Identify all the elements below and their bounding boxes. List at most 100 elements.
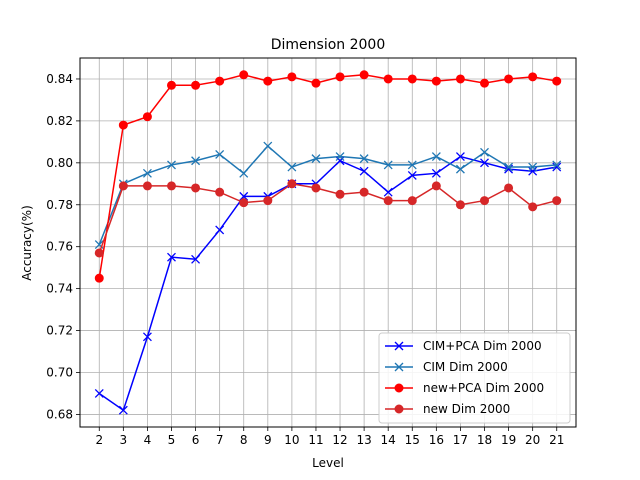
x-tick-label: 20 (525, 433, 540, 447)
x-tick-label: 6 (192, 433, 200, 447)
x-marker (407, 170, 417, 180)
x-marker (528, 166, 538, 176)
y-tick-label: 0.68 (46, 407, 73, 421)
series-3 (94, 70, 562, 283)
x-marker (394, 362, 404, 372)
y-tick-label: 0.80 (46, 156, 73, 170)
legend-entry: new Dim 2000 (385, 402, 510, 416)
x-tick-label: 13 (356, 433, 371, 447)
series-group (94, 70, 562, 415)
circle-marker (552, 76, 562, 86)
circle-marker (455, 200, 465, 210)
legend-entry: CIM Dim 2000 (385, 360, 508, 374)
x-marker (455, 164, 465, 174)
x-marker (383, 160, 393, 170)
x-marker (335, 156, 345, 166)
circle-marker (166, 181, 176, 191)
x-tick-label: 10 (284, 433, 299, 447)
series-2 (94, 141, 562, 250)
circle-marker (118, 181, 128, 191)
circle-marker (480, 78, 490, 88)
x-marker (552, 160, 562, 170)
chart-title: Dimension 2000 (271, 37, 386, 53)
y-tick-label: 0.78 (46, 198, 73, 212)
circle-marker (528, 72, 538, 82)
circle-marker (394, 383, 404, 393)
series-line (98, 155, 557, 412)
circle-marker (311, 183, 321, 193)
x-tick-label: 19 (501, 433, 516, 447)
x-marker (359, 154, 369, 164)
x-marker (359, 166, 369, 176)
legend-box (378, 332, 571, 424)
circle-marker (142, 112, 152, 122)
x-tick-label: 2 (95, 433, 103, 447)
x-marker (528, 162, 538, 172)
x-axis-ticks: 2 3 4 5 6 7 8 9 10 11 12 13 14 15 16 17 18 19 20 21 (95, 427, 564, 447)
x-marker (455, 152, 465, 161)
circle-marker (239, 198, 249, 208)
y-axis-ticks: 0.68 0.70 0.72 0.74 0.76 0.78 0.80 0.82 0.84 (46, 72, 80, 421)
y-tick-label: 0.82 (46, 114, 73, 128)
circle-marker (359, 70, 369, 80)
x-marker (239, 168, 249, 178)
x-marker (287, 162, 297, 172)
x-tick-label: 8 (240, 433, 248, 447)
circle-marker (239, 70, 249, 80)
x-tick-label: 9 (264, 433, 272, 447)
x-tick-label: 17 (453, 433, 468, 447)
series-line (98, 145, 557, 245)
x-marker (94, 388, 104, 398)
legend: CIM+PCA Dim 2000 CIM Dim 2000 new+PCA Dim … (378, 332, 571, 424)
x-marker (215, 149, 225, 159)
circle-marker (504, 74, 514, 84)
x-marker (383, 187, 393, 197)
legend-entry: CIM+PCA Dim 2000 (385, 339, 542, 353)
x-marker (167, 252, 176, 262)
circle-marker (94, 273, 104, 283)
circle-marker (287, 179, 297, 189)
circle-marker (383, 74, 393, 84)
circle-marker (287, 72, 297, 82)
circle-marker (215, 76, 225, 86)
circle-marker (504, 183, 514, 193)
x-tick-label: 11 (308, 433, 323, 447)
circle-marker (191, 183, 201, 193)
series-4 (94, 179, 562, 258)
circle-marker (480, 196, 490, 206)
circle-marker (335, 189, 345, 199)
circle-marker (552, 196, 562, 206)
x-marker (480, 147, 489, 157)
circle-marker (311, 78, 321, 88)
x-marker (263, 141, 273, 151)
circle-marker (191, 80, 201, 90)
circle-marker (335, 72, 345, 82)
y-tick-label: 0.72 (46, 324, 73, 338)
x-marker (480, 158, 489, 168)
x-tick-label: 14 (381, 433, 396, 447)
x-tick-label: 21 (549, 433, 564, 447)
y-tick-label: 0.84 (46, 72, 73, 86)
x-tick-label: 3 (120, 433, 128, 447)
circle-marker (455, 74, 465, 84)
circle-marker (263, 76, 273, 86)
x-marker (335, 152, 345, 161)
x-marker (394, 341, 404, 351)
legend-label: CIM+PCA Dim 2000 (423, 339, 542, 353)
legend-label: new Dim 2000 (423, 402, 510, 416)
circle-marker (359, 187, 369, 197)
legend-entry: new+PCA Dim 2000 (385, 381, 544, 395)
circle-marker (166, 80, 176, 90)
x-tick-label: 18 (477, 433, 492, 447)
x-tick-label: 16 (429, 433, 444, 447)
x-marker (504, 162, 514, 172)
y-axis-label: Accuracy(%) (20, 205, 34, 281)
plot-frame (79, 57, 577, 428)
circle-marker (263, 196, 273, 206)
x-tick-label: 4 (144, 433, 152, 447)
circle-marker (407, 196, 417, 206)
x-marker (407, 160, 417, 170)
x-marker (191, 254, 201, 264)
circle-marker (407, 74, 417, 84)
